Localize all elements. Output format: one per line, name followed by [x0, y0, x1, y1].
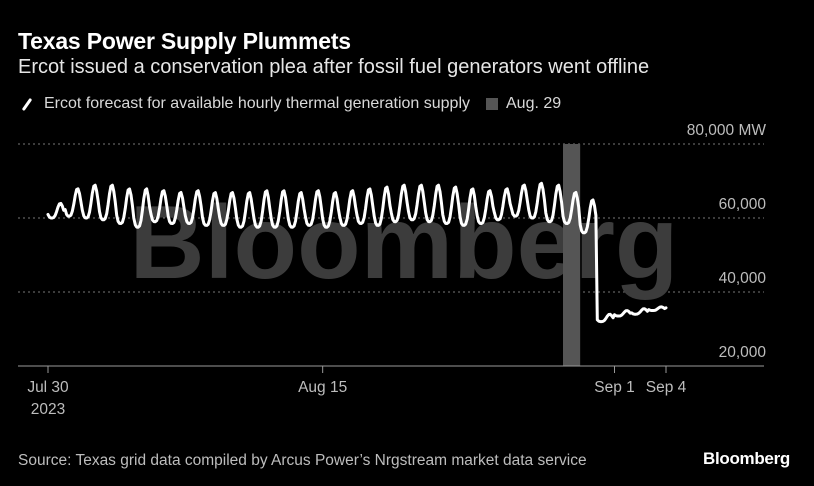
watermark: Bloomberg [130, 185, 679, 301]
x-tick-label: Sep 4 [646, 379, 687, 396]
x-tick-label: Jul 30 [27, 379, 69, 396]
x-tick-sublabel: 2023 [31, 401, 65, 418]
brand-logo: Bloomberg [702, 449, 790, 468]
highlight-band-aug-29 [563, 144, 581, 366]
series-line [46, 181, 668, 324]
highlight-band-layer [563, 144, 581, 366]
grid-layer [18, 143, 764, 293]
source-note: Source: Texas grid data compiled by Arcu… [18, 452, 587, 469]
y-tick-label: 20,000 [719, 344, 767, 361]
chart-subtitle: Ercot issued a conservation plea after f… [18, 56, 650, 78]
series-layer [46, 181, 668, 324]
x-tick-label: Sep 1 [594, 379, 635, 396]
y-tick-label: 40,000 [719, 270, 767, 287]
legend: Ercot forecast for available hourly ther… [18, 93, 561, 115]
legend-series-label: Ercot forecast for available hourly ther… [44, 95, 470, 112]
y-tick-label: 60,000 [719, 196, 767, 213]
chart-title: Texas Power Supply Plummets [18, 28, 351, 54]
legend-highlight-swatch [486, 98, 498, 110]
x-tick-label: Aug 15 [298, 379, 347, 396]
legend-highlight-label: Aug. 29 [506, 95, 562, 112]
y-tick-label: 80,000 MW [687, 122, 767, 139]
axis-layer: 20,000 40,000 60,000 80,000 MW Jul 30 2023 Aug… [18, 122, 766, 418]
